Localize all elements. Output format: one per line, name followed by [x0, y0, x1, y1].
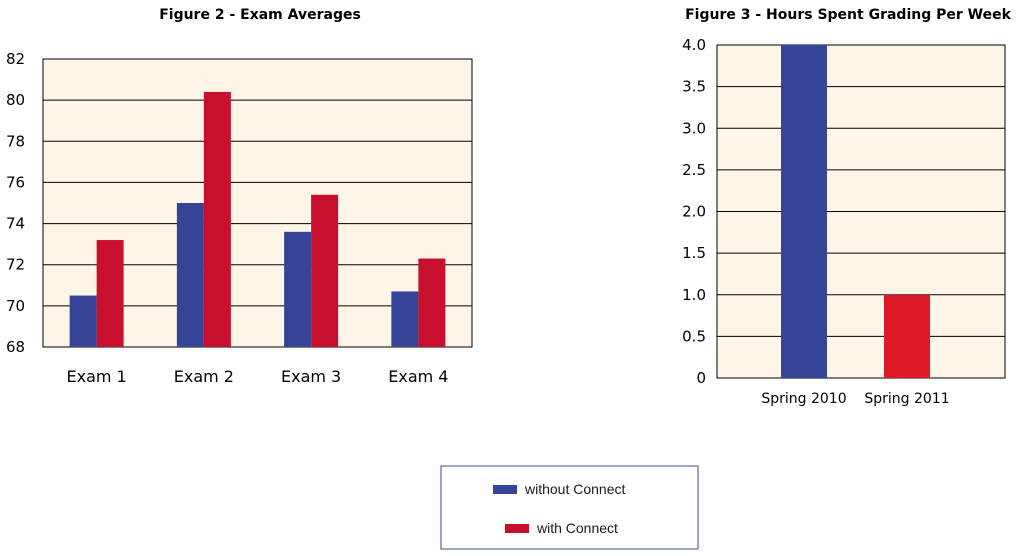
figure-3: Figure 3 - Hours Spent Grading Per Week … — [682, 7, 1011, 407]
bar-exam-2-without-connect — [176, 203, 204, 347]
x-tick-label-exam-1: Exam 1 — [67, 367, 127, 386]
bar-spring-2010 — [781, 45, 827, 378]
y-tick-label: 82 — [6, 50, 25, 68]
figure-3-gridlines — [717, 86, 1005, 337]
y-tick-label: 74 — [6, 215, 25, 233]
bar-exam-2-with-connect — [203, 91, 231, 348]
x-tick-label-spring-2011: Spring 2011 — [864, 391, 949, 407]
bar-exam-3-with-connect — [311, 194, 339, 347]
legend-label-with-connect: with Connect — [536, 520, 618, 536]
bar-spring-2011 — [884, 294, 930, 378]
y-tick-label: 76 — [6, 173, 25, 191]
x-tick-label-exam-2: Exam 2 — [174, 367, 234, 386]
y-tick-label: 2.5 — [682, 161, 706, 179]
y-tick-label: 4.0 — [682, 36, 706, 54]
bar-exam-1-without-connect — [69, 295, 97, 347]
x-tick-label-spring-2010: Spring 2010 — [761, 391, 846, 407]
y-tick-label: 2.0 — [682, 203, 706, 221]
bar-exam-3-without-connect — [284, 231, 312, 347]
figure-3-bars — [781, 45, 930, 378]
figure-2-x-axis: Exam 1 Exam 2 Exam 3 Exam 4 — [67, 367, 449, 386]
bar-exam-4-without-connect — [391, 291, 419, 347]
y-tick-label: 70 — [6, 297, 25, 315]
figure-2-y-axis: 68 70 72 74 76 78 80 82 — [6, 50, 25, 356]
y-tick-label: 3.5 — [682, 78, 706, 96]
y-tick-label: 78 — [6, 132, 25, 150]
legend-swatch-without-connect — [493, 485, 517, 494]
y-tick-label: 3.0 — [682, 119, 706, 137]
y-tick-label: 0.5 — [682, 327, 706, 345]
legend: without Connect with Connect — [440, 465, 699, 550]
y-tick-label: 1.0 — [682, 286, 706, 304]
figure-2: Figure 2 - Exam Averages 68 70 72 74 76 78 80 8… — [6, 7, 473, 386]
legend-swatch-with-connect — [505, 524, 529, 533]
figure-2-bars — [69, 91, 446, 348]
figure-3-y-axis: 0 0.5 1.0 1.5 2.0 2.5 3.0 3.5 4.0 — [682, 36, 706, 387]
legend-box — [440, 465, 699, 550]
bar-exam-1-with-connect — [96, 240, 124, 347]
x-tick-label-exam-3: Exam 3 — [281, 367, 341, 386]
bar-exam-4-with-connect — [418, 258, 446, 347]
y-tick-label: 80 — [6, 91, 25, 109]
figure-3-title: Figure 3 - Hours Spent Grading Per Week — [685, 7, 1011, 23]
y-tick-label: 72 — [6, 256, 25, 274]
y-tick-label: 1.5 — [682, 244, 706, 262]
x-tick-label-exam-4: Exam 4 — [388, 367, 448, 386]
y-tick-label: 68 — [6, 338, 25, 356]
figure-3-x-axis: Spring 2010 Spring 2011 — [761, 391, 949, 407]
y-tick-label: 0 — [696, 369, 706, 387]
figure-2-title: Figure 2 - Exam Averages — [159, 7, 361, 23]
legend-label-without-connect: without Connect — [524, 481, 626, 497]
